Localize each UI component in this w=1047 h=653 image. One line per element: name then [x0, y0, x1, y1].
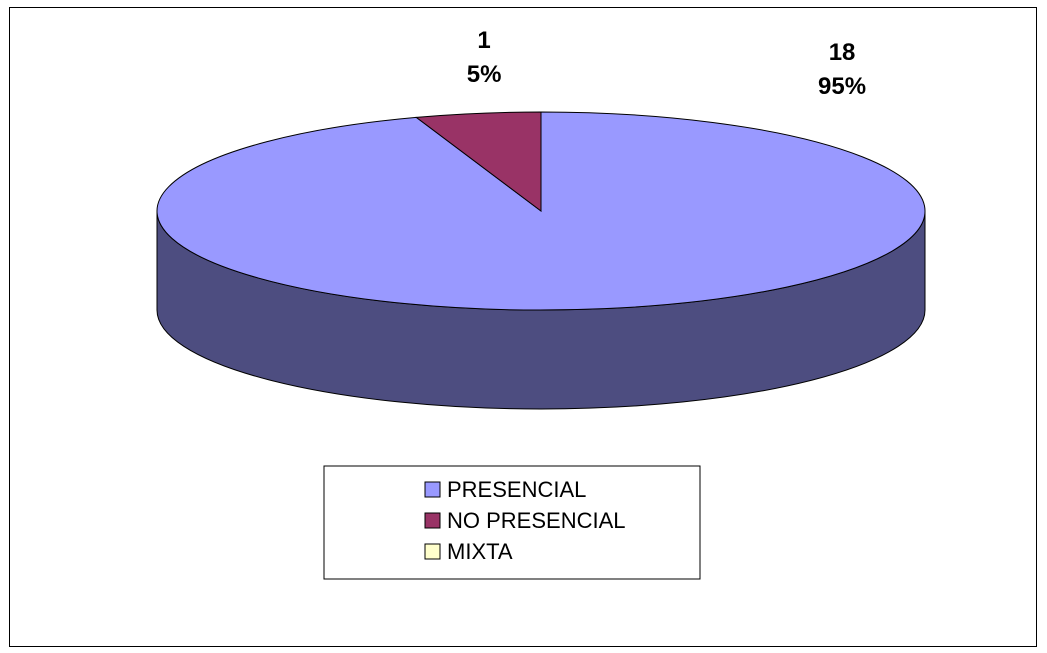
data-label-value-no-presencial: 1 [477, 27, 490, 54]
data-labels: 18 95% 1 5% [467, 27, 866, 100]
legend-label-presencial: PRESENCIAL [447, 477, 586, 502]
legend-box [323, 465, 701, 580]
data-label-percent-no-presencial: 5% [467, 61, 502, 88]
legend-swatch-mixta [424, 543, 441, 560]
pie-layer [156, 111, 926, 410]
legend-swatch-no-presencial [424, 512, 441, 529]
data-label-percent-presencial: 95% [818, 73, 866, 100]
legend-swatch-presencial [424, 481, 441, 498]
pie-slice-no-presencial [414, 111, 542, 213]
legend: PRESENCIAL NO PRESENCIAL MIXTA [323, 465, 701, 580]
data-label-value-presencial: 18 [829, 39, 856, 66]
legend-label-no-presencial: NO PRESENCIAL [447, 508, 626, 533]
legend-label-mixta: MIXTA [447, 539, 513, 564]
